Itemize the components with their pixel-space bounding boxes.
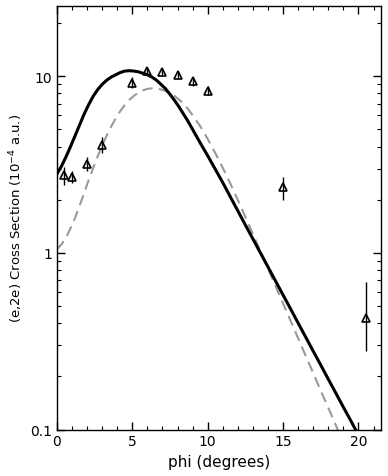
Y-axis label: (e,2e) Cross Section (10$^{-4}$ a.u.): (e,2e) Cross Section (10$^{-4}$ a.u.) (7, 114, 24, 323)
X-axis label: phi (degrees): phi (degrees) (168, 454, 270, 469)
